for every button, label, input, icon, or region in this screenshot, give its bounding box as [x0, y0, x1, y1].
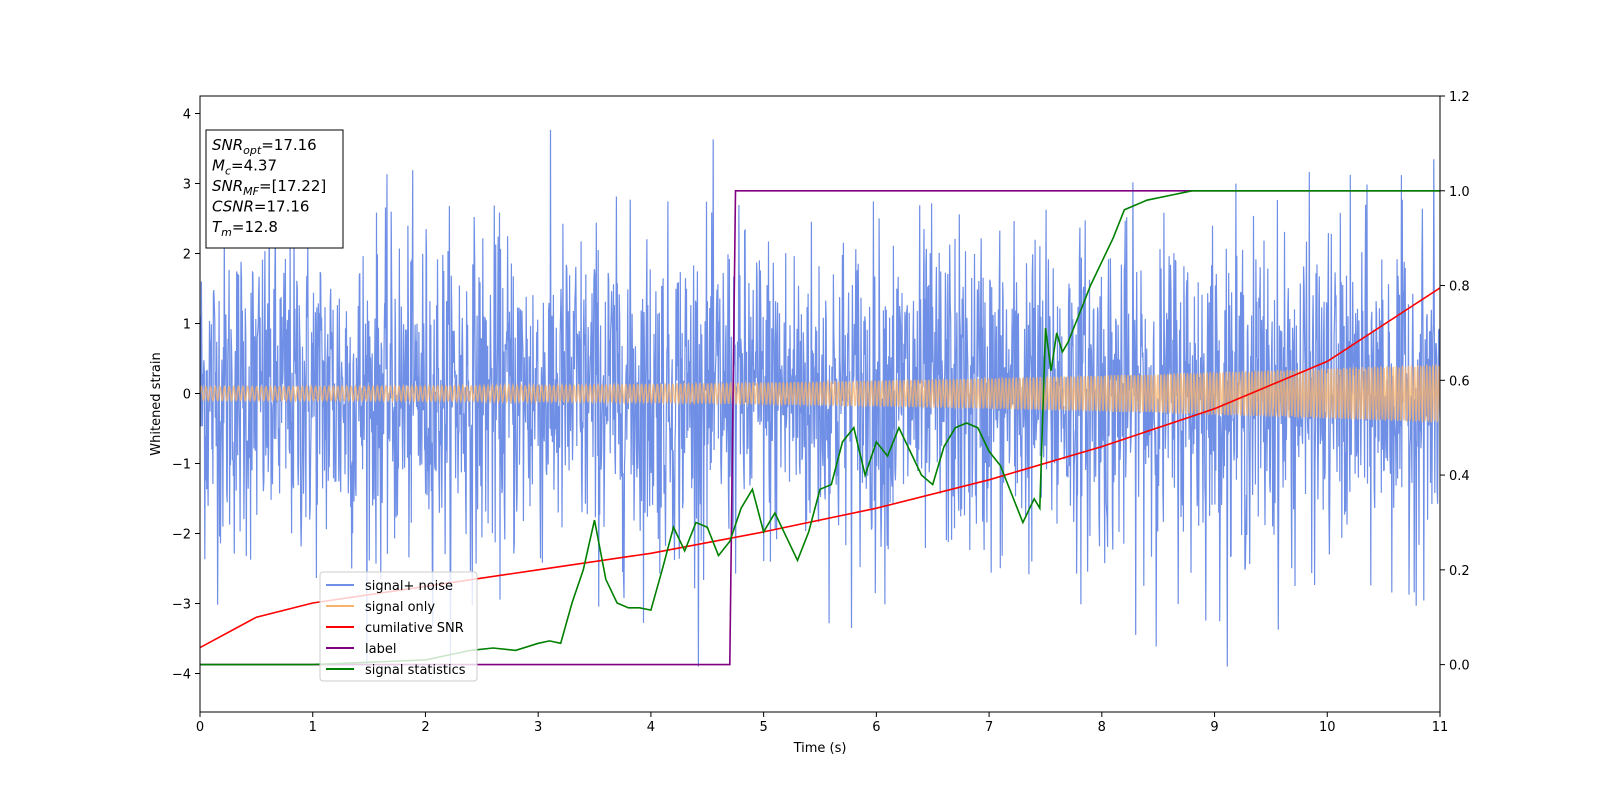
y-tick-label: 4 — [183, 108, 191, 123]
x-tick-label: 3 — [534, 720, 542, 735]
annotation-line: SNRopt=17.16 — [212, 136, 317, 157]
annotation-symbol: M — [212, 157, 225, 175]
annotation-subscript: opt — [243, 144, 262, 157]
y-tick-label: 3 — [183, 178, 191, 193]
right-axis-ticks: 0.0 0.2 0.4 0.6 0.8 1.0 1.2 — [1440, 90, 1470, 674]
x-tick-label: 4 — [647, 720, 655, 735]
x-tick-label: 5 — [759, 720, 767, 735]
right-tick-label: 1.0 — [1449, 185, 1470, 200]
annotation-value: =17.16 — [254, 198, 310, 216]
x-axis-label: Time (s) — [793, 741, 847, 756]
annotation-value: =17.16 — [261, 136, 317, 154]
x-tick-label: 2 — [421, 720, 429, 735]
x-tick-label: 1 — [309, 720, 317, 735]
legend-label: label — [365, 642, 396, 657]
annotation-line: SNRMF=[17.22] — [212, 177, 326, 198]
legend-label: signal+ noise — [365, 579, 453, 594]
annotation-symbol: SNR — [212, 177, 243, 195]
annotation-line: CSNR=17.16 — [212, 198, 309, 216]
y-tick-label: −2 — [172, 528, 191, 543]
y-tick-label: −1 — [172, 458, 191, 473]
series-signal-only — [200, 364, 1440, 423]
y-tick-label: −3 — [172, 598, 191, 613]
y-tick-label: 1 — [183, 318, 191, 333]
annotation-symbol: T — [212, 218, 223, 236]
annotation-symbol: SNR — [212, 136, 243, 154]
y-axis-label: Whitened strain — [149, 352, 164, 455]
annotation-subscript: m — [221, 226, 232, 239]
annotation-value: =4.37 — [231, 157, 277, 175]
axes-frame — [199, 95, 1441, 713]
legend-label: cumilative SNR — [365, 621, 464, 636]
right-tick-label: 0.0 — [1449, 659, 1470, 674]
series-signal-plus-noise — [200, 129, 1440, 667]
annotation-value: =[17.22] — [259, 177, 326, 195]
legend-label: signal statistics — [365, 663, 466, 678]
annotation-line: Mc=4.37 — [212, 157, 277, 178]
y-tick-label: −4 — [172, 668, 191, 683]
right-tick-label: 0.6 — [1449, 374, 1470, 389]
legend: signal+ noise signal only cumilative SNR la… — [319, 571, 478, 682]
x-tick-label: 8 — [1098, 720, 1106, 735]
annotation-line: Tm=12.8 — [212, 218, 278, 239]
annotation-subscript: MF — [243, 185, 259, 198]
annotation-value: =12.8 — [232, 218, 278, 236]
legend-label: signal only — [365, 600, 435, 615]
x-tick-label: 10 — [1319, 720, 1336, 735]
right-tick-label: 0.4 — [1449, 469, 1470, 484]
annotation-box: SNRopt=17.16Mc=4.37SNRMF=[17.22]CSNR=17.… — [205, 129, 344, 249]
right-tick-label: 1.2 — [1449, 90, 1470, 105]
right-tick-label: 0.8 — [1449, 280, 1470, 295]
annotation-symbol: CSNR — [212, 198, 254, 216]
x-tick-label: 0 — [196, 720, 204, 735]
y-tick-label: 0 — [183, 388, 191, 403]
x-tick-label: 7 — [985, 720, 993, 735]
y-tick-label: 2 — [183, 248, 191, 263]
annotation-subscript: c — [225, 165, 231, 178]
right-tick-label: 0.2 — [1449, 564, 1470, 579]
x-tick-label: 11 — [1432, 720, 1449, 735]
x-tick-label: 9 — [1210, 720, 1218, 735]
y-axis-ticks: −4 −3 −2 −1 0 1 2 3 4 — [172, 108, 200, 683]
x-axis-ticks: 0 1 2 3 4 5 6 7 8 9 10 11 — [196, 712, 1448, 735]
series-signal-statistics — [200, 190, 1440, 666]
x-tick-label: 6 — [872, 720, 880, 735]
